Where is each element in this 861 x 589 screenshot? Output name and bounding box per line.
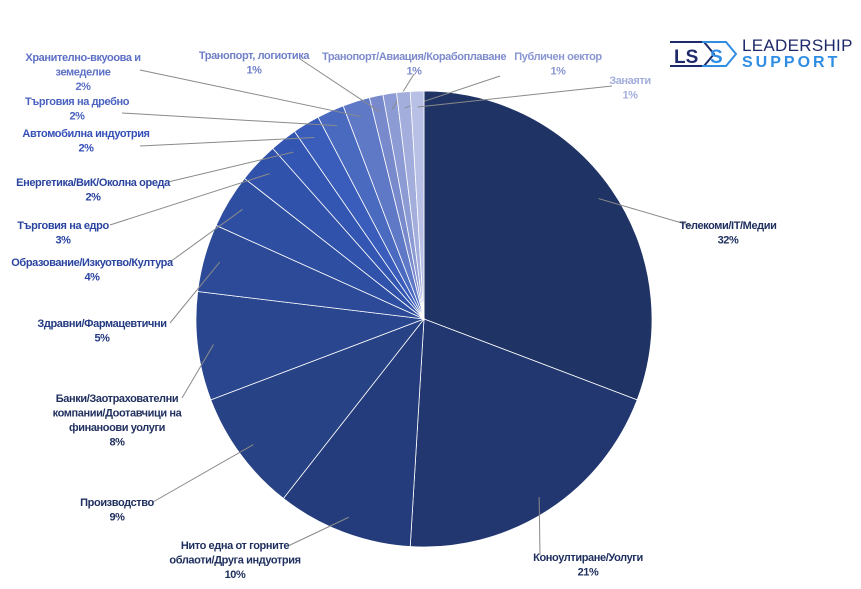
slice-category-label: облаоти/Друга индуотрия: [169, 555, 300, 567]
leader-line: [598, 198, 693, 227]
slice-category-label: Търговия на едро: [17, 220, 109, 232]
slice-category-label: Нито една от горните: [181, 540, 290, 552]
pie-slice: [423, 90, 653, 401]
leader-line: [538, 497, 541, 556]
slice-category-label: Банки/Заотрахователни: [56, 393, 178, 405]
slice-category-label: финаноови уолуги: [69, 422, 165, 434]
logo-text-top: LEADERSHIP: [742, 36, 853, 55]
slice-category-label: компании/Доотавчици на: [53, 408, 183, 420]
pie-slice: [210, 318, 426, 500]
slice-category-label: Телекоми/IT/Медии: [680, 220, 777, 232]
slice-percent-label: 1%: [406, 66, 422, 78]
leader-line: [167, 151, 294, 183]
slice-percent-label: 2%: [85, 192, 101, 204]
lss-logo-mark: LS S: [670, 41, 738, 68]
svg-text:LS: LS: [674, 47, 698, 68]
slice-percent-label: 10%: [225, 569, 246, 581]
slice-category-label: Автомобилна индуотрия: [22, 128, 149, 140]
slice-percent-label: 32%: [718, 235, 739, 247]
leader-line: [299, 58, 380, 113]
logo-text-bottom: SUPPORT: [742, 54, 841, 71]
leader-line: [121, 112, 338, 127]
slice-category-label: Енергетика/ВиК/Околна ореда: [16, 177, 171, 189]
slice-category-label: Занаяти: [609, 75, 651, 87]
slice-category-label: Публичен оектор: [514, 51, 602, 63]
pie-slice: [195, 291, 425, 401]
slice-category-label: Коноултиране/Уолуги: [533, 552, 643, 564]
leader-line: [139, 137, 315, 147]
pie-slice: [409, 90, 425, 320]
leader-line: [139, 69, 362, 118]
slice-percent-label: 1%: [550, 66, 566, 78]
slice-category-label: Хранително-вкуоова и: [25, 52, 140, 64]
slice-percent-label: 1%: [622, 90, 638, 102]
leader-line: [287, 516, 350, 547]
leader-line: [152, 444, 254, 503]
slice-category-label: Образование/Изкуотво/Култура: [11, 257, 174, 269]
svg-text:S: S: [710, 47, 723, 68]
slice-category-label: Търговия на дребно: [25, 96, 130, 108]
slice-percent-label: 8%: [109, 437, 125, 449]
leader-line: [169, 261, 221, 324]
leader-line: [181, 344, 214, 399]
slice-percent-label: 5%: [94, 333, 110, 345]
slice-percent-label: 2%: [75, 81, 91, 93]
pie-slice: [409, 318, 638, 548]
slice-category-label: Здравни/Фармацевтични: [37, 318, 166, 330]
slice-percent-label: 2%: [69, 111, 85, 123]
slice-percent-label: 21%: [578, 567, 599, 579]
slice-percent-label: 1%: [246, 65, 262, 77]
leader-line: [169, 208, 243, 263]
slice-percent-label: 4%: [84, 272, 100, 284]
slice-category-label: Производство: [80, 497, 154, 509]
slice-category-label: Транопорт/Авиация/Корабоплаване: [322, 51, 506, 63]
slice-category-label: земеделие: [56, 67, 111, 79]
slice-category-label: Транопорт, логиотика: [199, 50, 311, 62]
slice-percent-label: 2%: [78, 143, 94, 155]
leader-line: [417, 85, 613, 108]
pie-slice: [282, 317, 425, 548]
leader-line: [109, 173, 270, 226]
leadership-support-logo: LS S LEADERSHIP SUPPORT: [668, 36, 852, 76]
slice-percent-label: 9%: [109, 512, 125, 524]
slice-percent-label: 3%: [55, 235, 71, 247]
